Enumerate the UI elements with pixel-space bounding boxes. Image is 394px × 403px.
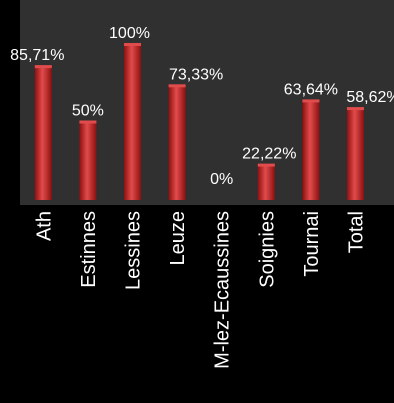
tick-label-estinnes: Estinnes bbox=[78, 211, 100, 288]
bar-cap-total bbox=[347, 107, 364, 111]
bars-layer bbox=[34, 43, 364, 200]
bar-cap-estinnes bbox=[79, 120, 97, 124]
data-label-soignies: 22,22% bbox=[242, 146, 296, 163]
tick-label-total: Total bbox=[346, 211, 368, 253]
tick-label-ath: Ath bbox=[33, 211, 55, 241]
bar-estinnes bbox=[79, 122, 97, 200]
value-labels-layer: 85,71% 50% 100% 73,33% 0% 22,22% 63,64% 58,62% bbox=[10, 25, 394, 188]
tick-label-leuze: Leuze bbox=[167, 211, 189, 266]
bar-cap-soignies bbox=[257, 163, 275, 167]
data-label-lessines: 100% bbox=[109, 25, 150, 42]
bar-lessines bbox=[124, 45, 141, 200]
tick-labels-layer: Ath Estinnes Lessines Leuze M-lez-Ecaussines… bbox=[33, 211, 367, 369]
bar-ath bbox=[34, 67, 52, 200]
data-label-m-lez-ecaussines: 0% bbox=[210, 171, 233, 188]
tick-label-tournai: Tournai bbox=[301, 211, 323, 277]
data-label-ath: 85,71% bbox=[10, 47, 64, 64]
bar-leuze bbox=[168, 86, 186, 200]
tick-label-lessines: Lessines bbox=[123, 211, 145, 290]
data-label-leuze: 73,33% bbox=[169, 66, 223, 83]
bar-cap-leuze bbox=[168, 84, 186, 88]
data-label-estinnes: 50% bbox=[72, 103, 104, 120]
bar-cap-tournai bbox=[302, 99, 320, 103]
bar-soignies bbox=[257, 165, 275, 200]
data-label-tournai: 63,64% bbox=[284, 81, 338, 98]
tick-label-soignies: Soignies bbox=[256, 211, 278, 288]
bar-cap-ath bbox=[34, 65, 52, 69]
data-label-total: 58,62% bbox=[346, 89, 394, 106]
bar-cap-lessines bbox=[124, 43, 141, 46]
bar-tournai bbox=[302, 101, 320, 200]
bar-total bbox=[347, 109, 364, 200]
tick-label-m-lez-ecaussines: M-lez-Ecaussines bbox=[212, 211, 234, 369]
